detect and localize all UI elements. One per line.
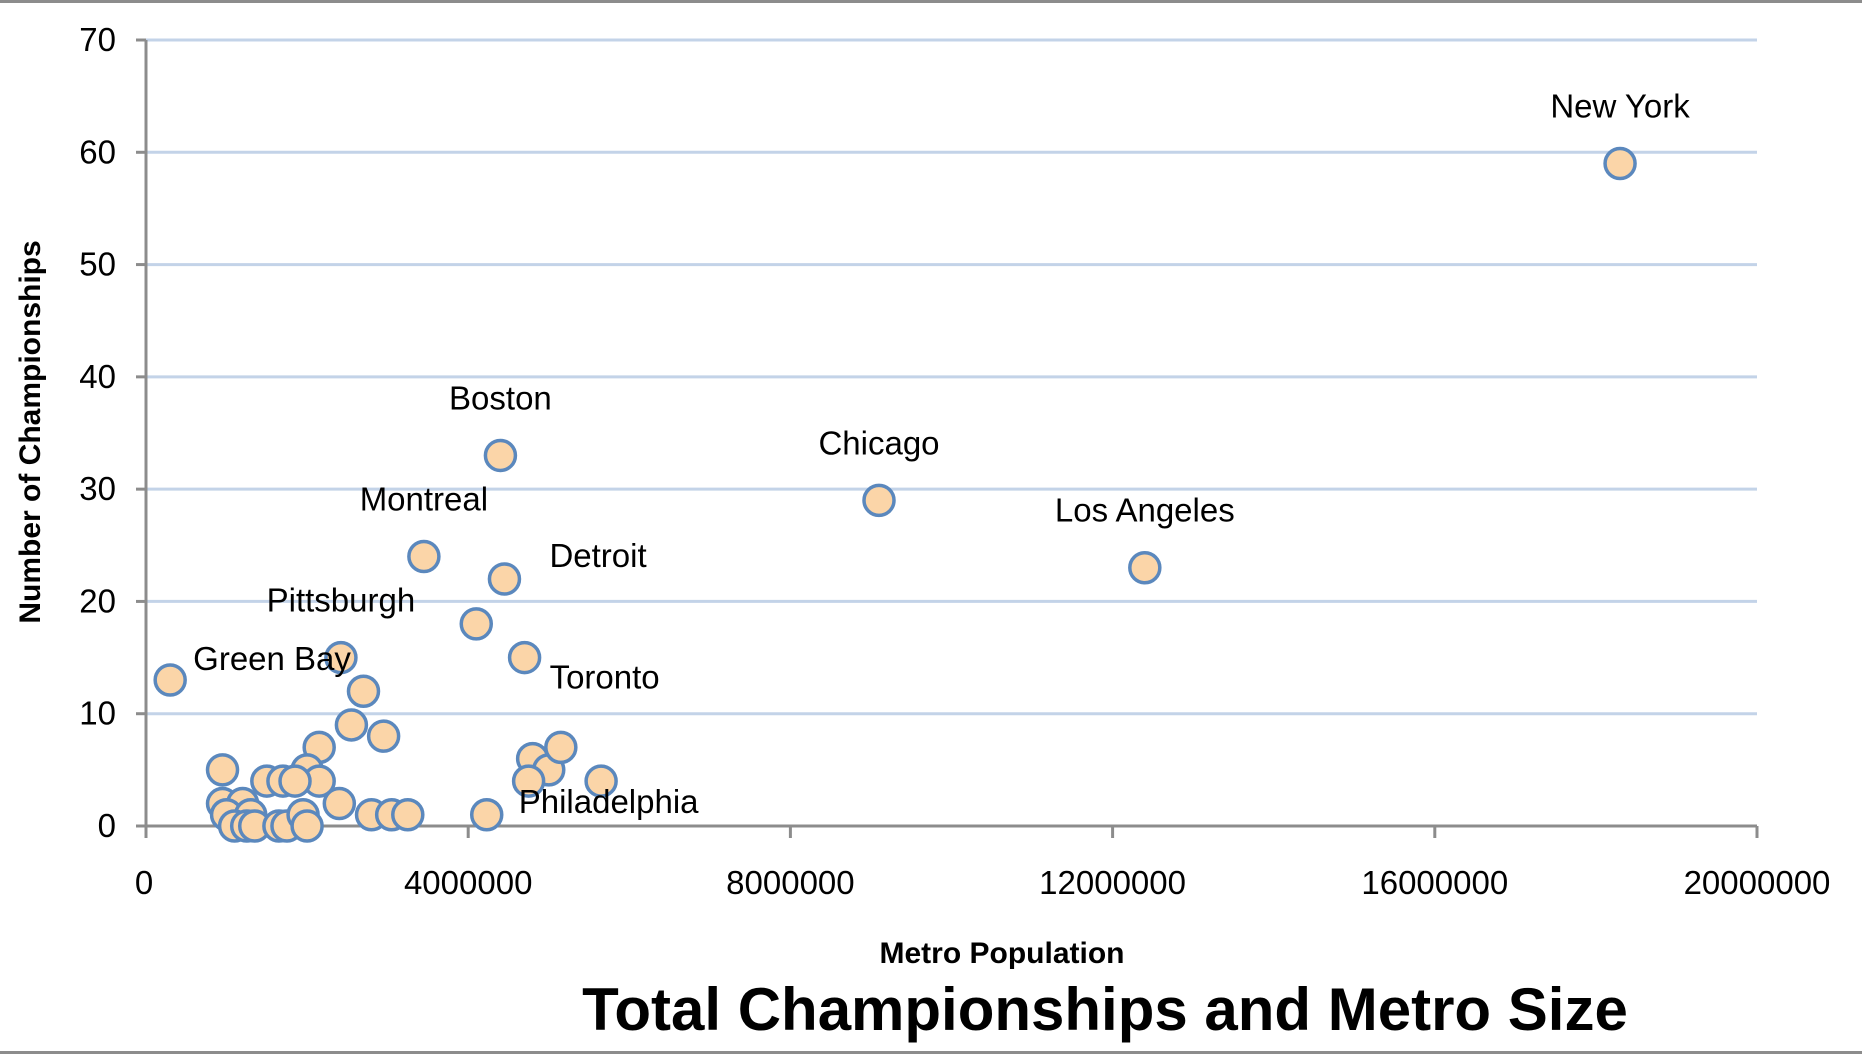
data-point bbox=[278, 764, 312, 798]
data-point-chicago bbox=[862, 483, 896, 518]
top-border bbox=[0, 0, 1862, 3]
tick-labels: 0 10 20 30 40 50 60 70 0 4000000 8000000 12000000 16… bbox=[79, 21, 1830, 901]
axes bbox=[136, 38, 1759, 838]
data-point-montreal bbox=[407, 539, 441, 574]
point-label-montreal: Montreal bbox=[360, 481, 488, 518]
data-point-toronto bbox=[507, 640, 542, 675]
data-point-pittsburgh bbox=[324, 640, 358, 675]
point-label-detroit: Detroit bbox=[549, 537, 646, 574]
x-tick-label-4000000: 4000000 bbox=[404, 864, 532, 901]
point-label-green-bay: Green Bay bbox=[193, 640, 351, 677]
data-point bbox=[511, 764, 546, 798]
data-point bbox=[584, 764, 618, 798]
y-tick-label-10: 10 bbox=[79, 695, 116, 732]
point-label-los-angeles: Los Angeles bbox=[1055, 492, 1235, 529]
chart-title: Total Championships and Metro Size bbox=[582, 976, 1628, 1043]
data-point bbox=[290, 809, 324, 843]
point-label-new-york: New York bbox=[1550, 88, 1690, 125]
y-tick-label-60: 60 bbox=[79, 133, 116, 170]
data-point bbox=[334, 708, 369, 742]
data-point-new-york bbox=[1603, 146, 1637, 181]
data-points bbox=[153, 146, 1637, 843]
grid-lines bbox=[146, 38, 1757, 716]
point-labels: New York Chicago Los Angeles Boston Montreal… bbox=[193, 88, 1690, 820]
x-axis-title: Metro Population bbox=[880, 937, 1125, 970]
point-label-toronto: Toronto bbox=[550, 659, 660, 696]
data-point bbox=[544, 730, 578, 765]
bottom-border bbox=[0, 1051, 1862, 1054]
x-tick-label-0: 0 bbox=[135, 864, 153, 901]
point-label-chicago: Chicago bbox=[818, 424, 939, 461]
y-tick-label-40: 40 bbox=[79, 358, 116, 395]
data-point bbox=[459, 607, 494, 641]
data-point bbox=[322, 786, 357, 821]
x-tick-label-20000000: 20000000 bbox=[1684, 864, 1831, 901]
point-label-philadelphia: Philadelphia bbox=[519, 783, 699, 820]
data-point bbox=[391, 798, 425, 832]
y-axis-title: Number of Championships bbox=[14, 240, 47, 623]
data-point-green-bay bbox=[153, 663, 187, 697]
point-label-boston: Boston bbox=[449, 379, 552, 416]
data-point-boston bbox=[483, 438, 518, 473]
data-point-detroit bbox=[487, 562, 522, 596]
data-point-philadelphia bbox=[469, 798, 504, 832]
y-tick-label-50: 50 bbox=[79, 246, 116, 283]
point-label-pittsburgh: Pittsburgh bbox=[267, 582, 416, 619]
x-tick-label-16000000: 16000000 bbox=[1361, 864, 1508, 901]
data-point bbox=[205, 753, 240, 787]
y-tick-label-30: 30 bbox=[79, 470, 116, 507]
y-tick-label-70: 70 bbox=[79, 21, 116, 58]
x-tick-label-12000000: 12000000 bbox=[1039, 864, 1186, 901]
y-tick-label-0: 0 bbox=[98, 807, 116, 844]
data-point-los-angeles bbox=[1128, 550, 1162, 585]
data-point bbox=[366, 719, 401, 753]
data-point bbox=[346, 674, 381, 709]
y-tick-label-20: 20 bbox=[79, 582, 116, 619]
x-tick-label-8000000: 8000000 bbox=[726, 864, 854, 901]
